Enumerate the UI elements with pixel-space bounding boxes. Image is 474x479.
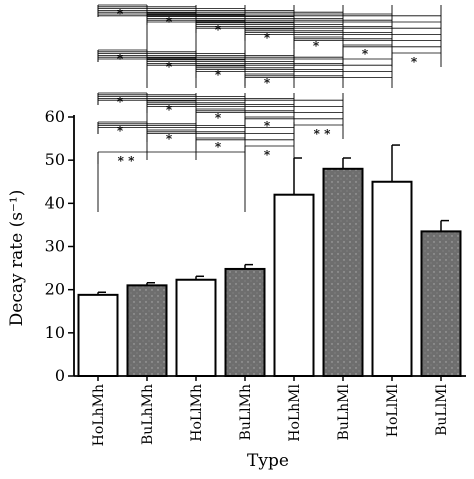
x-tick-label-BuLlMl: BuLlMl bbox=[434, 383, 450, 435]
sig-label-1-5: * bbox=[362, 47, 369, 61]
x-tick-label-BuLhMl: BuLhMl bbox=[336, 383, 352, 440]
sig-label-2-0: * bbox=[117, 52, 124, 66]
sig-label-3-4: * * bbox=[314, 127, 331, 141]
y-axis-title: Decay rate (s⁻¹) bbox=[7, 190, 27, 327]
y-tick-label-50: 50 bbox=[45, 150, 65, 169]
sig-label-2-1: * bbox=[166, 60, 173, 74]
sig-label-3-0: * bbox=[117, 95, 124, 109]
y-tick-label-20: 20 bbox=[45, 280, 65, 299]
bar-HoLlMh bbox=[175, 278, 217, 378]
bar-BuLhMl bbox=[322, 167, 364, 377]
sig-label-1-4: * bbox=[313, 39, 320, 53]
bar-HoLhMl bbox=[273, 193, 315, 377]
bar-HoLlMl bbox=[371, 180, 413, 377]
y-tick-label-0: 0 bbox=[55, 366, 65, 385]
x-tick-label-BuLlMh: BuLlMh bbox=[238, 384, 254, 440]
x-tick-label-BuLhMh: BuLhMh bbox=[140, 384, 156, 445]
sig-label-1-1: * bbox=[166, 15, 173, 29]
sig-label-3-1: * bbox=[166, 103, 173, 117]
x-axis-title: Type bbox=[247, 451, 289, 471]
sig-label-1-6: * bbox=[411, 55, 418, 69]
significance-layer: * * * * * * * * * * * * * * * * * * * * * * * bbox=[97, 4, 442, 212]
sig-label-1-0: * bbox=[117, 7, 124, 21]
bar-BuLhMh bbox=[126, 284, 168, 378]
y-tick-label-30: 30 bbox=[45, 237, 65, 256]
sig-label-2-3: * bbox=[264, 76, 271, 90]
sig-label-2-2: * bbox=[215, 68, 222, 82]
x-tick-label-HoLlMl: HoLlMl bbox=[385, 383, 401, 437]
y-tick-label-40: 40 bbox=[45, 193, 65, 212]
sig-label-4-0: * bbox=[117, 124, 124, 138]
y-tick-label-10: 10 bbox=[45, 323, 65, 342]
sig-label-1-2: * bbox=[215, 23, 222, 37]
sig-label-4-1: * bbox=[166, 132, 173, 146]
bars-layer bbox=[77, 167, 462, 378]
bar-HoLhMh bbox=[77, 293, 119, 378]
sig-label-1-3: * bbox=[264, 31, 271, 45]
bar-BuLlMl bbox=[420, 230, 462, 377]
sig-label-4-2: * bbox=[215, 140, 222, 154]
sig-label-3-3: * bbox=[264, 119, 271, 133]
bar-BuLlMh bbox=[224, 267, 266, 377]
error-bars-layer bbox=[97, 144, 449, 295]
sig-label-3-2: * bbox=[215, 111, 222, 125]
x-tick-label-HoLhMh: HoLhMh bbox=[91, 384, 107, 446]
x-tick-label-HoLlMh: HoLlMh bbox=[189, 384, 205, 442]
axes-layer: 0 10 20 30 40 50 60 HoLhMh BuLhMh HoLlMh BuLlMh HoL… bbox=[45, 107, 466, 446]
sig-label-5-0: * * bbox=[118, 154, 135, 168]
y-tick-label-60: 60 bbox=[45, 107, 65, 126]
x-tick-label-HoLhMl: HoLhMl bbox=[287, 383, 303, 441]
sig-label-4-3: * bbox=[264, 148, 271, 162]
